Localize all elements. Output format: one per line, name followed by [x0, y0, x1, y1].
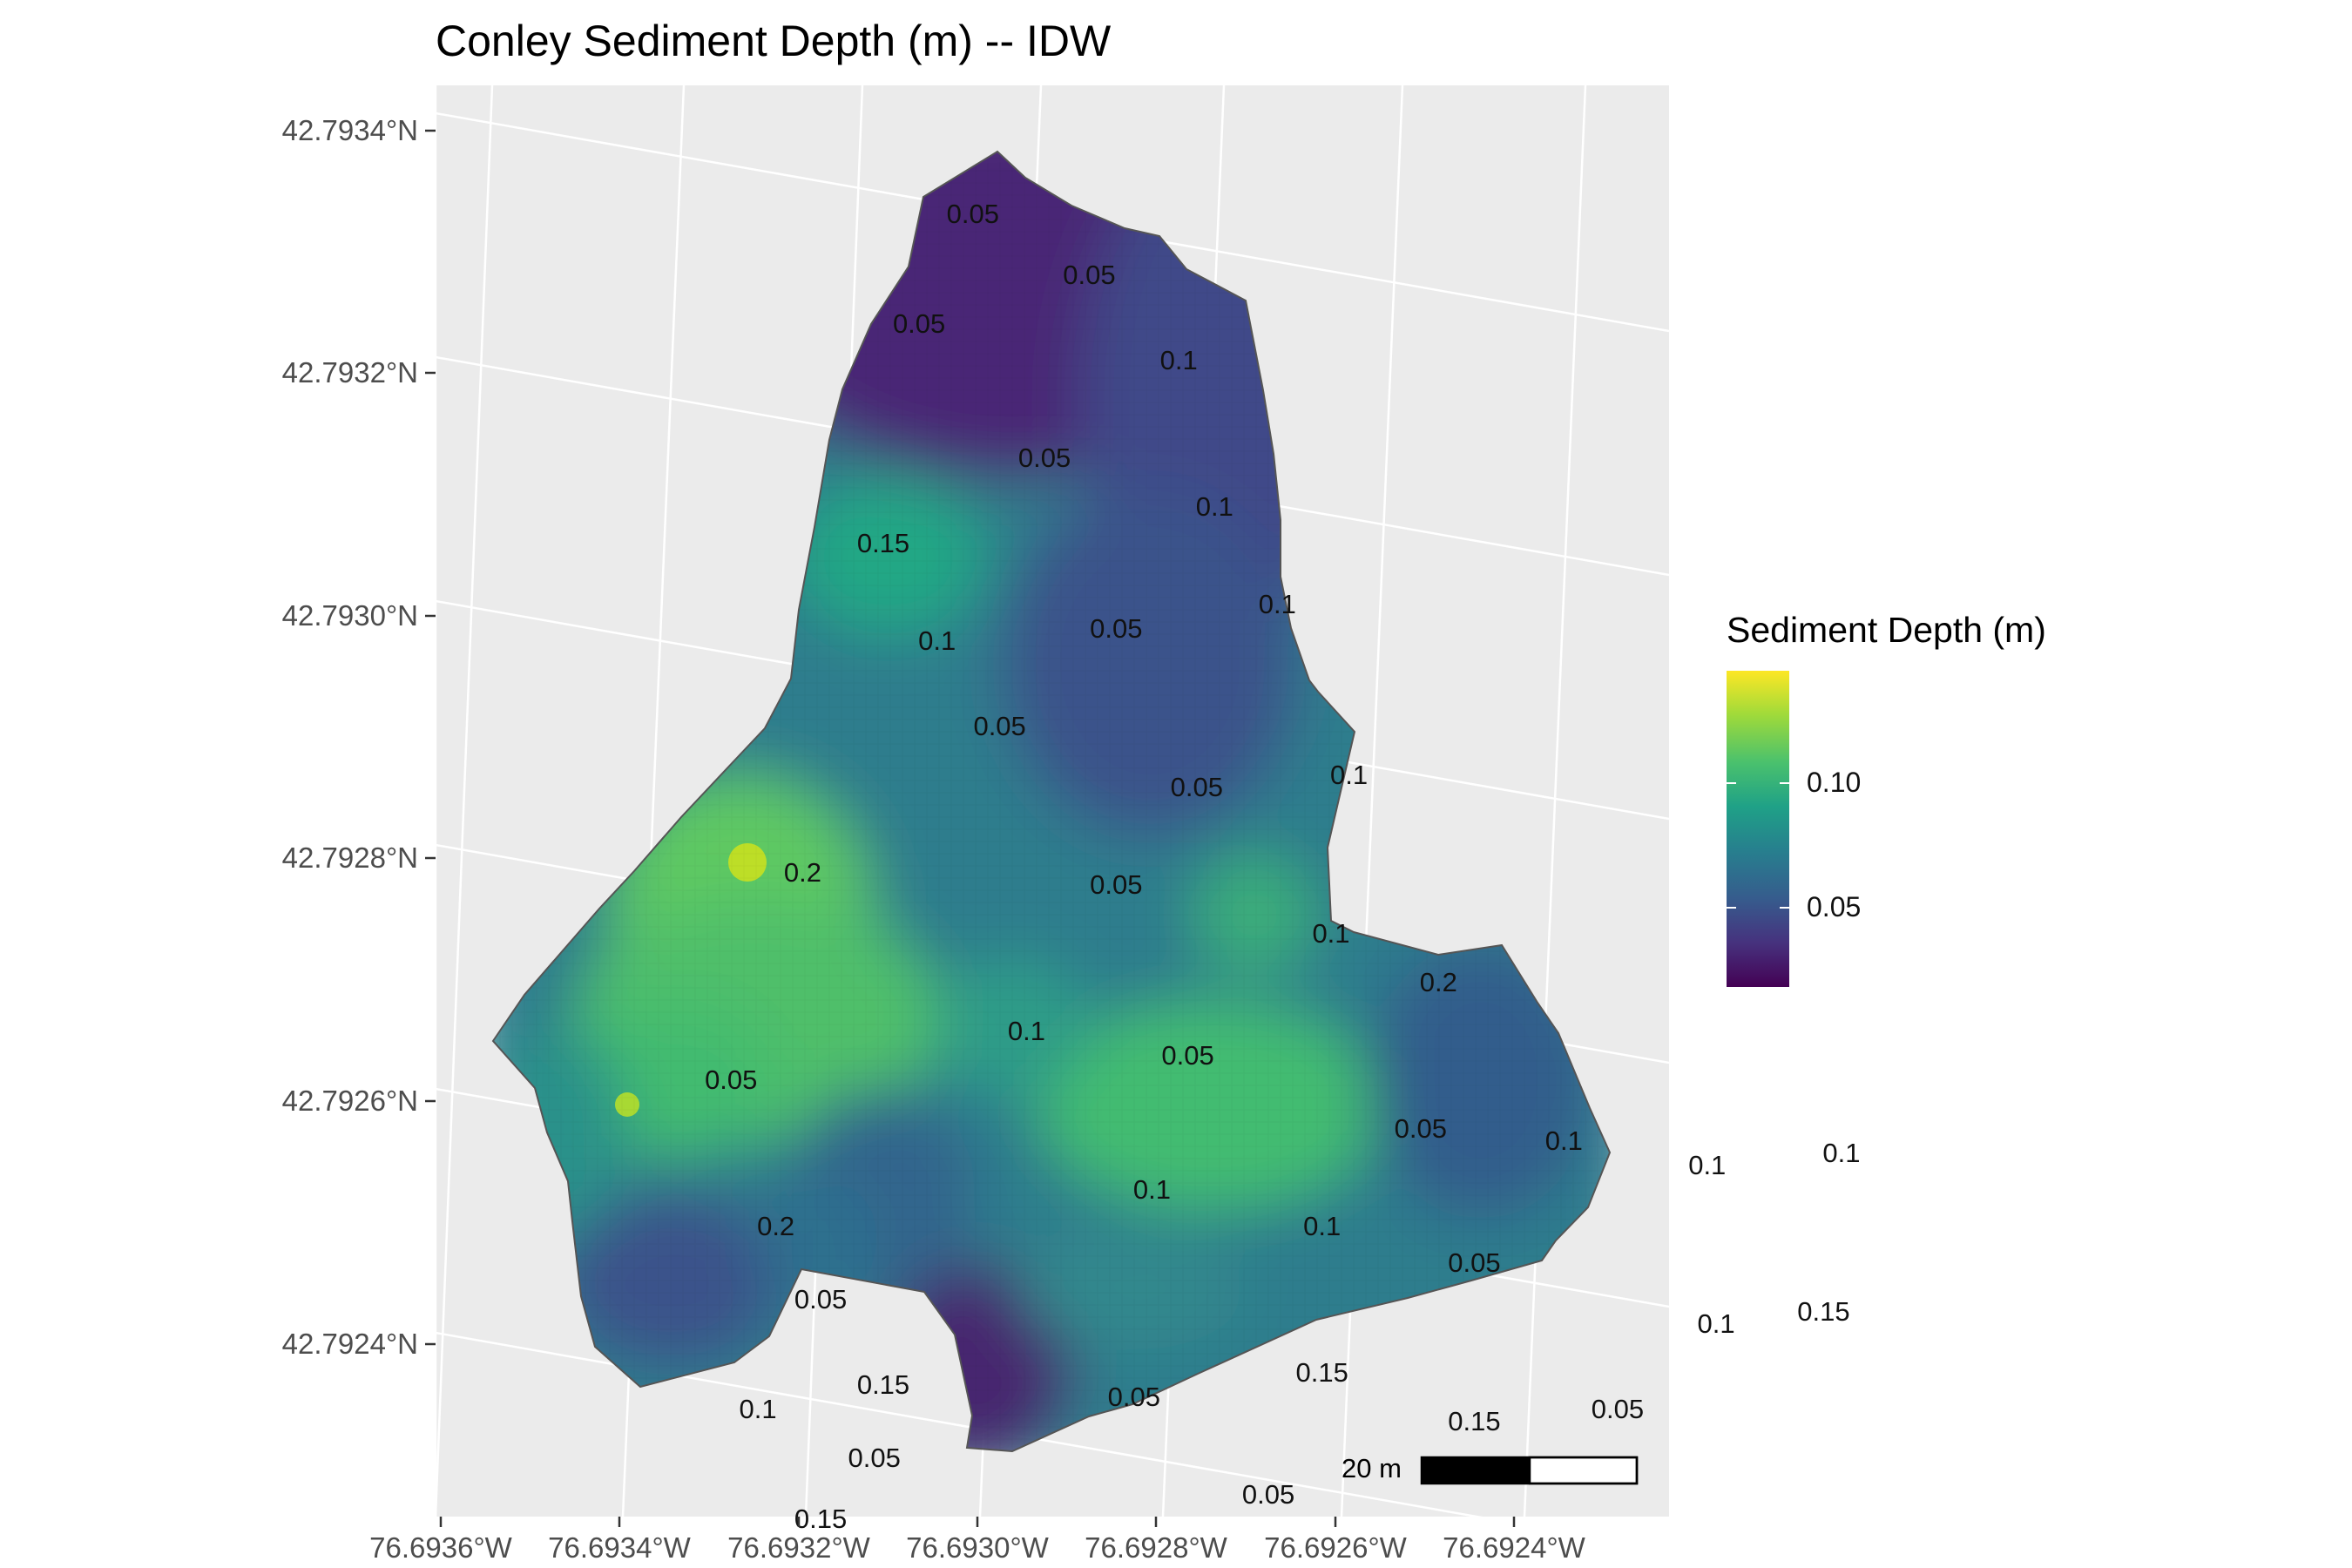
contour-label: 0.05: [1448, 1247, 1500, 1278]
y-tick-label: 42.7930°N: [282, 599, 418, 632]
legend-title: Sediment Depth (m): [1727, 610, 2046, 650]
contour-label: 0.15: [1797, 1296, 1849, 1327]
contour-label: 0.05: [794, 1284, 847, 1315]
legend-colorbar: [1727, 671, 1789, 987]
x-tick-label: 76.6930°W: [906, 1531, 1049, 1564]
contour-label: 0.05: [705, 1064, 757, 1095]
scale-bar-light-segment: [1528, 1456, 1639, 1485]
meridian-line: [436, 85, 494, 1517]
contour-label: 0.2: [784, 857, 821, 888]
contour-label: 0.1: [1196, 491, 1233, 522]
contour-label: 0.05: [1063, 260, 1115, 290]
x-tick-label: 76.6934°W: [548, 1531, 691, 1564]
contour-label: 0.1: [1303, 1211, 1341, 1241]
contour-label: 0.05: [1242, 1479, 1294, 1510]
contour-label: 0.05: [1171, 772, 1223, 802]
x-tick-label: 76.6926°W: [1264, 1531, 1407, 1564]
legend-tick-mark: [1727, 781, 1736, 784]
x-tick-label: 76.6924°W: [1443, 1531, 1585, 1564]
contour-label: 0.1: [1822, 1138, 1860, 1168]
scale-bar-dark-segment: [1422, 1457, 1530, 1484]
x-tick-label: 76.6928°W: [1085, 1531, 1227, 1564]
contour-label: 0.05: [1592, 1394, 1644, 1424]
contour-label: 0.1: [1312, 918, 1349, 949]
contour-label: 0.15: [794, 1504, 847, 1534]
map-title: Conley Sediment Depth (m) -- IDW: [436, 17, 1112, 65]
contour-label: 0.15: [1296, 1357, 1348, 1388]
y-tick-label: 42.7932°N: [282, 356, 418, 389]
contour-label: 0.1: [740, 1394, 777, 1424]
contour-label: 0.05: [1090, 613, 1142, 644]
contour-label: 0.1: [1259, 589, 1296, 619]
meridian-line: [1523, 85, 1587, 1517]
contour-label: 0.1: [1330, 760, 1368, 790]
contour-label: 0.05: [1161, 1040, 1213, 1071]
contour-label: 0.2: [757, 1211, 794, 1241]
contour-label: 0.15: [1448, 1406, 1500, 1436]
contour-label: 0.1: [1688, 1150, 1726, 1180]
x-axis: 76.6936°W 76.6934°W 76.6932°W 76.6930°W 76.6…: [369, 1517, 1586, 1564]
x-tick-label: 76.6936°W: [369, 1531, 512, 1564]
y-tick-label: 42.7924°N: [282, 1328, 418, 1360]
legend-tick-mark: [1780, 906, 1789, 909]
y-tick-label: 42.7926°N: [282, 1085, 418, 1117]
contour-label: 0.15: [857, 1369, 909, 1400]
contour-label: 0.05: [947, 199, 999, 229]
y-tick-label: 42.7934°N: [282, 114, 418, 146]
contour-label: 0.05: [893, 308, 945, 339]
legend-tick-label: 0.05: [1807, 890, 1862, 923]
legend-tick-mark: [1727, 906, 1736, 909]
scale-bar: [1420, 1456, 1639, 1485]
contour-label: 0.1: [1008, 1016, 1045, 1046]
contour-labels: 0.05 0.05 0.05 0.1 0.05 0.1 0.15 0.1 0.05 0.1 0.05…: [705, 199, 1860, 1534]
contour-label: 0.15: [857, 528, 909, 558]
contour-label: 0.1: [1160, 345, 1198, 375]
contour-label: 0.1: [1697, 1308, 1734, 1339]
contour-label: 0.05: [973, 711, 1025, 741]
contour-label: 0.1: [918, 625, 956, 656]
contour-label: 0.2: [1420, 967, 1457, 997]
scale-bar-label: 20 m: [1342, 1453, 1402, 1484]
contour-label: 0.05: [848, 1443, 901, 1473]
contour-label: 0.1: [1545, 1125, 1583, 1156]
contour-label: 0.05: [1018, 443, 1071, 473]
legend-tick-label: 0.10: [1807, 766, 1862, 798]
contour-label: 0.05: [1090, 869, 1142, 900]
lake-outline: [491, 150, 1612, 1453]
y-tick-label: 42.7928°N: [282, 841, 418, 874]
y-axis: 42.7934°N 42.7932°N 42.7930°N 42.7928°N 42.7…: [282, 114, 436, 1360]
contour-label: 0.05: [1395, 1113, 1447, 1144]
legend-tick-mark: [1780, 781, 1789, 784]
x-tick-label: 76.6932°W: [727, 1531, 870, 1564]
contour-label: 0.05: [1108, 1382, 1160, 1412]
contour-label: 0.1: [1133, 1174, 1171, 1205]
